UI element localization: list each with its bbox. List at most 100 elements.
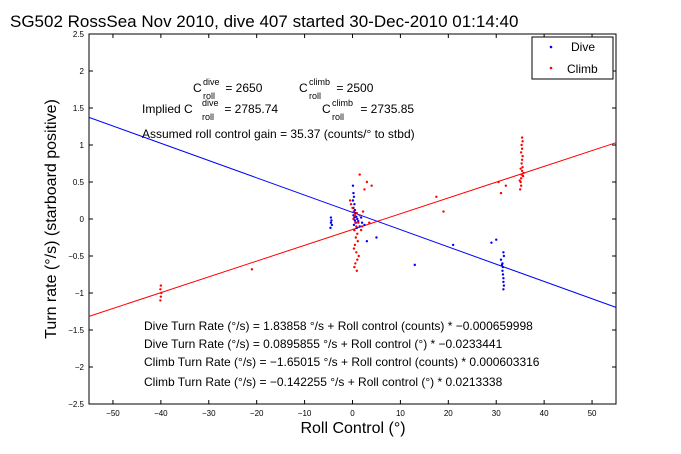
dive-point [352, 223, 356, 227]
y-tick-label: −2 [75, 363, 85, 372]
dive-point [351, 199, 355, 202]
y-tick-label: 0 [80, 215, 85, 224]
dive-point [451, 243, 455, 247]
climb-point [520, 143, 523, 147]
legend-dive-label: Dive [571, 40, 595, 54]
dive-point [502, 280, 505, 284]
x-tick-label: 30 [492, 409, 501, 418]
climb-point [520, 173, 523, 176]
climb-point [519, 167, 522, 170]
dive-point [363, 223, 366, 227]
c-climb-sub: roll [309, 91, 321, 101]
c-dive-base: C [193, 81, 202, 95]
climb-point [358, 173, 361, 176]
x-tick-label: −20 [250, 409, 264, 418]
climb-point [360, 225, 364, 228]
implied-climb-value: = 2735.85 [357, 102, 414, 116]
climb-point [352, 217, 355, 221]
dive-point [502, 277, 505, 280]
legend-climb-label: Climb [567, 62, 598, 76]
climb-point [361, 210, 365, 213]
legend-box [531, 36, 614, 80]
climb-point [250, 268, 254, 271]
dive-point [358, 225, 361, 228]
climb-point [352, 210, 356, 213]
climb-point [352, 247, 356, 250]
x-tick-label: 0 [350, 409, 355, 418]
dive-point [413, 263, 416, 267]
x-tick-label: −30 [202, 409, 216, 418]
implied-dive-value: = 2785.74 [221, 102, 278, 116]
dive-point [352, 195, 356, 198]
dive-point [359, 216, 363, 219]
implied-dive-sub: roll [202, 112, 214, 122]
roll-coefficients: C dive roll = 2650 C climb roll = 2500 I… [142, 77, 415, 141]
x-tick-label: 50 [588, 409, 597, 418]
climb-point [355, 225, 358, 228]
roll-gain-note: Assumed roll control gain = 35.37 (count… [142, 127, 415, 141]
dive-point [356, 217, 359, 221]
y-axis-label: Turn rate (°/s) (starboard positive) [43, 99, 60, 339]
y-tick-label: 2.5 [73, 30, 85, 39]
legend: Dive Climb [531, 36, 614, 80]
climb-point [499, 191, 503, 195]
climb-point [357, 254, 360, 258]
climb-point [353, 243, 357, 247]
implied-climb-sub: roll [332, 112, 344, 122]
climb-point [522, 171, 525, 175]
dive-point [330, 219, 333, 222]
climb-point [356, 232, 359, 235]
climb-fit-line [88, 142, 617, 317]
climb-point [354, 236, 358, 239]
dive-point [360, 221, 364, 224]
dive-point [329, 226, 332, 230]
climb-point [521, 140, 524, 143]
dive-point [353, 203, 356, 206]
y-tick-label: −2.5 [68, 400, 84, 409]
dive-point [501, 265, 505, 269]
x-tick-label: 40 [540, 409, 549, 418]
dive-equation-counts: Dive Turn Rate (°/s) = 1.83858 °/s + Rol… [144, 319, 533, 333]
climb-point [521, 154, 524, 158]
climb-point [520, 162, 523, 165]
climb-point [497, 180, 500, 184]
climb-point [356, 240, 359, 243]
regression-equations: Dive Turn Rate (°/s) = 1.83858 °/s + Rol… [144, 319, 540, 389]
climb-point [521, 166, 524, 169]
climb-point [368, 221, 371, 224]
dive-point [502, 251, 505, 254]
c-dive-value: = 2650 [222, 81, 263, 95]
x-axis-label: Roll Control (°) [300, 420, 405, 437]
y-tick-label: −1.5 [68, 326, 84, 335]
climb-point [353, 265, 356, 269]
dive-point [365, 240, 369, 243]
dive-point [501, 262, 504, 265]
dive-equation-degrees: Dive Turn Rate (°/s) = 0.0895855 °/s + R… [144, 337, 503, 351]
climb-point [370, 184, 373, 187]
c-climb-sup: climb [309, 77, 330, 87]
x-tick-label: −50 [106, 409, 120, 418]
climb-point [518, 179, 521, 182]
y-axis-ticks: −2.5 −2 −1.5 −1 −0.5 0 0.5 1 1.5 2 2.5 [68, 30, 616, 409]
climb-point [435, 195, 438, 198]
dive-point [375, 236, 378, 239]
dive-fit-line [88, 116, 617, 308]
legend-climb-marker [549, 66, 553, 70]
climb-equation-degrees: Climb Turn Rate (°/s) = −0.142255 °/s + … [144, 375, 503, 389]
climb-point [363, 188, 366, 191]
y-tick-label: 0.5 [73, 178, 85, 187]
fit-lines [88, 116, 617, 317]
climb-point [521, 174, 525, 178]
dive-point [351, 184, 355, 187]
dive-point [501, 269, 504, 272]
climb-point [520, 147, 524, 150]
dive-point [499, 258, 503, 261]
climb-point [353, 228, 356, 232]
implied-dive-sup: dive [202, 98, 219, 108]
climb-point [519, 177, 523, 180]
dive-point [502, 284, 506, 287]
climb-point [519, 184, 523, 187]
climb-point [519, 151, 523, 154]
y-tick-label: 2 [80, 67, 85, 76]
